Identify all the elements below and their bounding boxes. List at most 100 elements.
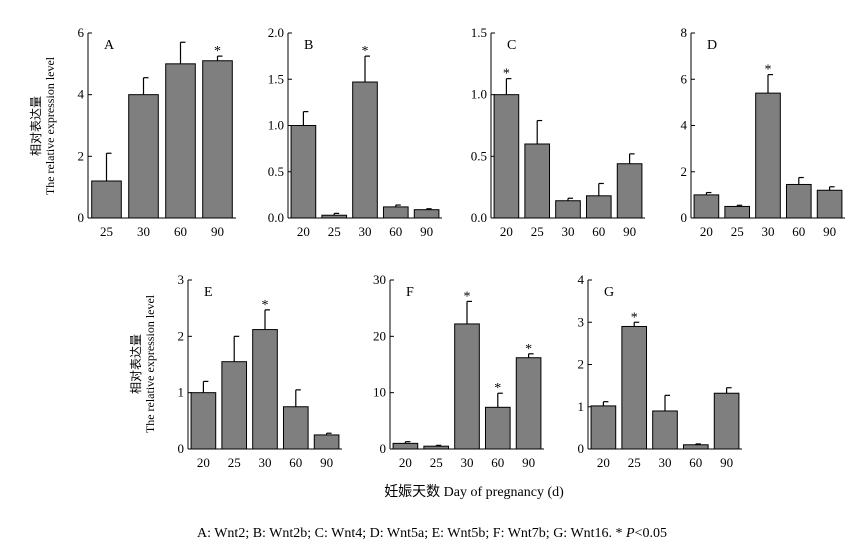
- panel-c-bar: [555, 200, 581, 219]
- panel-f-significance-marker: *: [464, 289, 471, 304]
- row2-ylabel-en: The relative expression level: [143, 294, 157, 433]
- panel-b-x-tick-label: 30: [359, 224, 372, 239]
- panel-b-bar: [321, 214, 348, 219]
- panel-g-bar: [652, 410, 678, 450]
- panel-f-bar: [392, 442, 419, 450]
- panel-a-label: A: [104, 38, 115, 53]
- panel-c-bar: [524, 143, 551, 219]
- row2-ylabel: 相对表达量 The relative expression level: [129, 294, 157, 433]
- panel-e-x-tick-label: 60: [289, 455, 302, 470]
- panel-c-x-tick-label: 25: [531, 224, 544, 239]
- panel-c-y-tick-label: 0.0: [471, 210, 487, 225]
- panel-b-x-tick-label: 60: [389, 224, 402, 239]
- row1-ylabel-en: The relative expression level: [43, 56, 57, 195]
- panel-a-bar: [202, 60, 233, 219]
- panel-d-significance-marker: *: [765, 63, 772, 78]
- panel-f-y-tick-label: 20: [373, 328, 386, 343]
- panel-g-label: G: [604, 285, 614, 300]
- panel-e-bar: [221, 361, 248, 450]
- panel-a-x-tick-label: 30: [137, 224, 150, 239]
- panel-d: 0 2 4 6 8 D 20 25 * 30 60 90: [681, 25, 845, 239]
- panel-g-y-tick-label: 3: [578, 314, 585, 329]
- panel-d-x-tick-label: 25: [731, 224, 744, 239]
- panel-e-y-tick-label: 0: [178, 441, 185, 456]
- panel-a-x-tick-label: 60: [174, 224, 187, 239]
- panel-b-x-tick-label: 90: [420, 224, 433, 239]
- panel-e-bar: [313, 434, 340, 450]
- panel-e-label: E: [204, 285, 213, 300]
- caption-tail: <0.05: [634, 526, 668, 541]
- panel-d-bar: [693, 194, 720, 219]
- panel-b-y-tick-label: 0.5: [268, 164, 284, 179]
- panel-a-y-tick-label: 6: [78, 25, 85, 40]
- panel-c-bar: [493, 94, 520, 219]
- panel-e-x-tick-label: 20: [197, 455, 210, 470]
- panel-g-x-tick-label: 30: [659, 455, 672, 470]
- panel-b-x-tick-label: 20: [297, 224, 310, 239]
- panel-f-bar: [454, 323, 480, 450]
- panel-f: 0 10 20 30 F 20 25 * 30 * 60 * 90: [373, 272, 544, 470]
- panel-f-y-tick-label: 10: [373, 385, 386, 400]
- panel-f-x-tick-label: 60: [491, 455, 504, 470]
- figure-caption: A: Wnt2; B: Wnt2b; C: Wnt4; D: Wnt5a; E:…: [0, 526, 864, 542]
- caption-p: P: [626, 526, 635, 541]
- panel-b-y-tick-label: 0.0: [268, 210, 284, 225]
- panel-e-bar: [282, 406, 309, 450]
- panel-a-bar: [128, 94, 159, 219]
- row2-ylabel-cn: 相对表达量: [129, 334, 143, 394]
- panel-b-y-tick-label: 1.5: [268, 71, 284, 86]
- panel-c-x-tick-label: 60: [592, 224, 605, 239]
- panel-b-significance-marker: *: [362, 44, 369, 59]
- panel-f-bar: [423, 445, 450, 450]
- panel-f-bar: [515, 357, 542, 450]
- panel-e-x-tick-label: 25: [228, 455, 241, 470]
- panel-b-x-tick-label: 25: [328, 224, 341, 239]
- panel-e-bar: [252, 329, 278, 450]
- panel-f-x-tick-label: 30: [461, 455, 474, 470]
- panel-f-significance-marker: *: [525, 342, 532, 357]
- panel-a: 0 2 4 6 A 25 30 60 * 90: [78, 25, 236, 239]
- panel-b: 0.0 0.5 1.0 1.5 2.0 B 20 25 * 30 60 90: [268, 25, 442, 239]
- panel-d-bar: [755, 92, 781, 219]
- panel-f-significance-marker: *: [494, 381, 501, 396]
- panel-g-x-tick-label: 90: [720, 455, 733, 470]
- panel-d-bar: [816, 189, 843, 219]
- panel-d-y-tick-label: 6: [681, 71, 688, 86]
- panel-g-y-tick-label: 4: [578, 272, 585, 287]
- panel-a-y-tick-label: 2: [78, 148, 85, 163]
- panel-d-bar: [785, 183, 812, 219]
- panel-e-significance-marker: *: [262, 298, 269, 313]
- panel-b-y-tick-label: 2.0: [268, 25, 284, 40]
- panel-g-bar: [713, 392, 740, 450]
- panel-c-significance-marker: *: [503, 67, 510, 82]
- panel-g-bar: [621, 325, 648, 450]
- panel-b-bar: [413, 209, 440, 219]
- panel-d-y-tick-label: 2: [681, 164, 688, 179]
- panel-g-x-tick-label: 60: [689, 455, 702, 470]
- panel-b-bar: [382, 206, 409, 219]
- panel-b-bar: [352, 81, 378, 219]
- panel-a-bar: [165, 63, 196, 219]
- panel-c-bar: [616, 163, 643, 219]
- panel-d-bar: [724, 205, 751, 219]
- panel-f-x-tick-label: 20: [399, 455, 412, 470]
- panel-d-x-tick-label: 90: [823, 224, 836, 239]
- panel-g-y-tick-label: 1: [578, 399, 585, 414]
- panel-e: 0 1 2 3 E 20 25 * 30 60 90: [178, 272, 342, 470]
- panel-d-y-tick-label: 8: [681, 25, 688, 40]
- panel-d-y-tick-label: 4: [681, 118, 688, 133]
- panel-a-significance-marker: *: [214, 44, 221, 59]
- panel-b-y-tick-label: 1.0: [268, 118, 284, 133]
- row1-ylabel-cn: 相对表达量: [29, 96, 43, 156]
- panel-d-y-tick-label: 0: [681, 210, 688, 225]
- panel-c-x-tick-label: 90: [623, 224, 636, 239]
- panel-g-y-tick-label: 2: [578, 357, 585, 372]
- panel-f-x-tick-label: 25: [430, 455, 443, 470]
- panel-a-x-tick-label: 25: [100, 224, 113, 239]
- panel-g-significance-marker: *: [631, 310, 638, 325]
- panel-b-bar: [290, 125, 317, 219]
- panel-c-x-tick-label: 20: [500, 224, 513, 239]
- x-axis-title: 妊娠天数 Day of pregnancy (d): [384, 484, 564, 500]
- panel-c-y-tick-label: 1.0: [471, 87, 487, 102]
